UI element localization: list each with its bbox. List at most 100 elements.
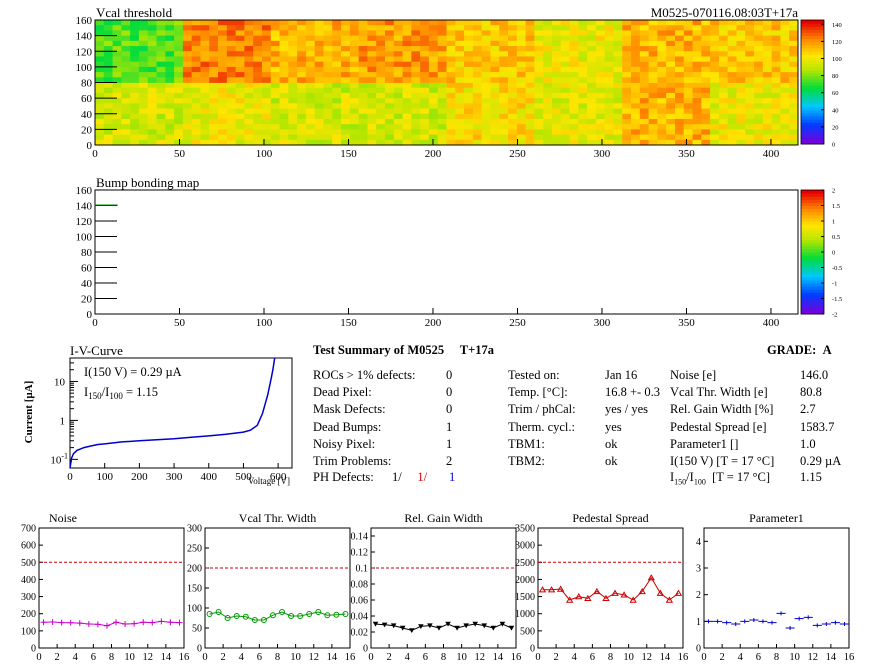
ph-defects-label: PH Defects: xyxy=(313,470,374,484)
small-y-tick-label: 0 xyxy=(696,644,701,655)
vcal-cell xyxy=(666,51,676,57)
vcal-cell xyxy=(587,87,597,94)
vcal-cell xyxy=(349,113,360,120)
vcal-cell xyxy=(499,56,509,63)
vcal-cell xyxy=(393,139,403,146)
vcal-cell xyxy=(631,51,641,57)
small-y-tick-label: 3000 xyxy=(515,541,535,552)
vcal-cell xyxy=(736,139,746,146)
palette-segment xyxy=(801,273,824,278)
vcal-cell xyxy=(745,66,755,73)
vcal-cell xyxy=(402,46,412,52)
vcal-cell xyxy=(200,66,210,73)
vcal-cell xyxy=(692,92,702,99)
vcal-cell xyxy=(543,72,553,78)
vcal-cell xyxy=(384,124,395,130)
palette-segment xyxy=(801,304,824,309)
vcal-cell xyxy=(701,66,711,73)
vcal-cell xyxy=(762,20,773,26)
vcal-cell xyxy=(130,108,140,115)
vcal-cell xyxy=(736,108,746,115)
vcal-cell xyxy=(455,77,465,83)
small-point xyxy=(140,619,147,626)
vcal-cell xyxy=(771,87,781,94)
vcal-cell xyxy=(384,40,395,47)
defect-row-label: Dead Bumps: xyxy=(313,419,382,434)
small-point xyxy=(575,592,583,600)
vcal-cell xyxy=(727,129,737,135)
vcal-cell xyxy=(226,139,236,146)
vcal-cell xyxy=(674,124,685,130)
vcal-cell xyxy=(121,98,131,104)
y-tick-label: 100 xyxy=(76,232,93,244)
vcal-cell xyxy=(112,20,122,26)
vcal-cell xyxy=(622,72,632,78)
vcal-cell xyxy=(358,113,368,120)
vcal-cell xyxy=(226,113,236,120)
vcal-cell xyxy=(736,61,746,68)
vcal-cell xyxy=(718,51,729,57)
vcal-cell xyxy=(789,72,799,78)
vcal-cell xyxy=(551,113,562,120)
x-tick-label: 250 xyxy=(509,317,526,329)
vcal-cell xyxy=(437,46,447,52)
vcal-cell xyxy=(543,103,553,109)
vcal-cell xyxy=(481,98,491,104)
vcal-cell xyxy=(393,113,403,120)
vcal-cell xyxy=(121,108,131,115)
vcal-cell xyxy=(209,61,219,68)
vcal-cell xyxy=(595,113,606,120)
small-point xyxy=(372,621,379,627)
vcal-cell xyxy=(305,124,316,130)
vcal-cell xyxy=(701,118,711,125)
vcal-cell xyxy=(349,66,360,73)
vcal-cell xyxy=(411,51,421,57)
vcal-cell xyxy=(393,98,403,104)
vcal-cell xyxy=(543,124,553,130)
vcal-cell xyxy=(112,92,122,99)
vcal-cell xyxy=(613,30,623,37)
vcal-cell xyxy=(674,87,685,94)
small-point xyxy=(445,621,451,627)
vcal-cell xyxy=(648,46,658,52)
vcal-cell xyxy=(420,139,430,146)
vcal-cell xyxy=(235,46,245,52)
vcal-cell xyxy=(226,82,236,89)
vcal-cell xyxy=(622,20,632,26)
vcal-cell xyxy=(631,103,641,109)
vcal-cell xyxy=(516,66,526,73)
vcal-cell xyxy=(130,40,140,47)
vcal-cell xyxy=(332,51,342,57)
vcal-cell xyxy=(613,25,623,31)
vcal-cell xyxy=(226,30,236,37)
vcal-cell xyxy=(200,129,210,135)
vcal-cell xyxy=(595,108,606,115)
vcal-cell xyxy=(657,98,667,104)
vcal-cell xyxy=(446,35,456,42)
vcal-cell xyxy=(437,40,447,47)
vcal-cell xyxy=(481,56,491,63)
vcal-cell xyxy=(341,51,351,57)
vcal-cell xyxy=(745,129,755,135)
vcal-cell xyxy=(200,82,210,89)
vcal-cell xyxy=(138,77,149,83)
vcal-cell xyxy=(349,20,360,26)
small-point xyxy=(656,589,665,596)
vcal-cell xyxy=(393,51,403,57)
vcal-cell xyxy=(490,113,500,120)
vcal-cell xyxy=(376,20,386,26)
vcal-cell xyxy=(745,20,755,26)
vcal-cell xyxy=(657,46,667,52)
vcal-cell xyxy=(235,113,245,120)
vcal-cell xyxy=(341,77,351,83)
vcal-cell xyxy=(578,103,588,109)
vcal-cell xyxy=(112,108,122,115)
vcal-cell xyxy=(191,98,201,104)
vcal-cell xyxy=(508,108,518,115)
vcal-cell xyxy=(525,72,535,78)
vcal-cell xyxy=(411,20,421,26)
vcal-cell xyxy=(648,30,658,37)
vcal-cell xyxy=(428,30,439,37)
vcal-cell xyxy=(745,124,755,130)
